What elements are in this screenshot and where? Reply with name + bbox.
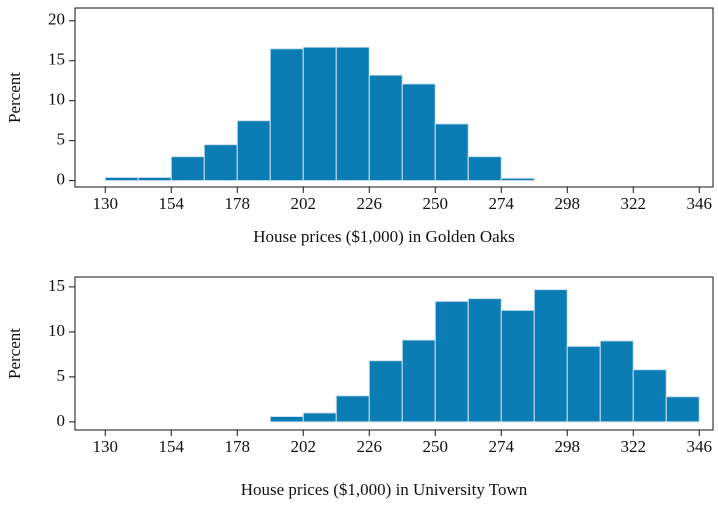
bar — [665, 396, 700, 423]
x-tick-label: 322 — [621, 194, 647, 213]
x-axis-label: House prices ($1,000) in Golden Oaks — [253, 227, 515, 246]
bar — [500, 177, 535, 182]
bar — [269, 416, 304, 423]
x-tick-label: 178 — [225, 194, 251, 213]
x-tick-label: 298 — [555, 437, 581, 456]
x-tick-label: 250 — [423, 437, 449, 456]
y-tick-label: 5 — [57, 130, 66, 149]
bar — [500, 309, 535, 423]
bar — [632, 369, 667, 423]
bar — [599, 340, 634, 423]
x-tick-label: 250 — [423, 194, 449, 213]
x-tick-label: 130 — [93, 194, 119, 213]
x-tick-label: 202 — [291, 437, 317, 456]
x-tick-label: 322 — [621, 437, 647, 456]
bar — [368, 360, 403, 423]
bar — [236, 120, 271, 182]
y-tick-label: 15 — [48, 50, 65, 69]
bar — [467, 156, 502, 182]
bar — [434, 300, 469, 423]
x-tick-label: 202 — [291, 194, 317, 213]
x-tick-label: 346 — [687, 437, 713, 456]
bar — [203, 144, 238, 182]
x-axis-label: House prices ($1,000) in University Town — [241, 480, 528, 499]
bar — [170, 156, 205, 182]
y-tick-label: 15 — [48, 276, 65, 295]
bar — [335, 395, 370, 423]
y-tick-label: 20 — [48, 10, 65, 29]
x-tick-label: 130 — [93, 437, 119, 456]
x-tick-label: 346 — [687, 194, 713, 213]
x-tick-label: 154 — [159, 437, 185, 456]
y-tick-label: 10 — [48, 90, 65, 109]
bar — [566, 345, 601, 423]
bar — [104, 176, 139, 182]
bar — [401, 83, 436, 182]
bar — [533, 289, 568, 423]
bar — [368, 74, 403, 182]
y-tick-label: 0 — [57, 411, 66, 430]
bar — [302, 412, 337, 423]
y-tick-label: 0 — [57, 170, 66, 189]
plot-frame — [74, 7, 714, 188]
bar — [137, 176, 172, 182]
bar — [401, 339, 436, 423]
bar — [434, 123, 469, 182]
x-tick-label: 274 — [489, 194, 515, 213]
x-tick-label: 154 — [159, 194, 185, 213]
x-tick-label: 178 — [225, 437, 251, 456]
x-tick-label: 226 — [357, 437, 383, 456]
bar — [269, 48, 304, 182]
x-tick-label: 298 — [555, 194, 581, 213]
x-tick-label: 274 — [489, 437, 515, 456]
y-axis-label: Percent — [5, 328, 24, 379]
bar — [335, 46, 370, 182]
y-tick-label: 10 — [48, 321, 65, 340]
x-tick-label: 226 — [357, 194, 383, 213]
y-axis-label: Percent — [5, 72, 24, 123]
bar — [302, 46, 337, 182]
y-tick-label: 5 — [57, 366, 66, 385]
bar — [467, 298, 502, 423]
plot-frame — [74, 276, 714, 431]
